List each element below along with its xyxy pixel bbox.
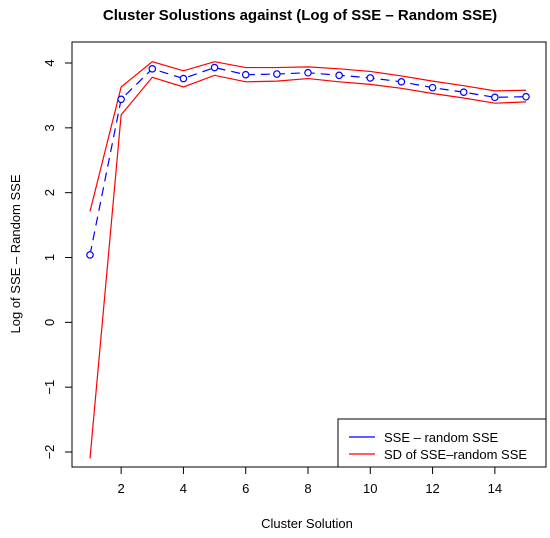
data-point-sse: [210, 63, 219, 72]
x-tick-label: 10: [363, 481, 377, 496]
data-point-sse: [335, 71, 343, 80]
x-axis-label: Cluster Solution: [261, 516, 353, 531]
legend-box: [337, 418, 547, 468]
x-tick-label: 14: [488, 481, 502, 496]
legend-label-sse: SSE – random SSE: [384, 430, 498, 445]
y-tick-label: 3: [42, 124, 57, 131]
plot-frame: [71, 41, 547, 468]
y-tick-label: −2: [42, 445, 57, 460]
x-tick-label: 12: [425, 481, 439, 496]
y-tick-label: −1: [42, 380, 57, 395]
series-sse: [89, 66, 527, 256]
series-group: [86, 61, 530, 459]
x-tick-label: 8: [304, 481, 311, 496]
legend: SSE – random SSE SD of SSE–random SSE: [337, 418, 547, 468]
data-point-sse: [86, 251, 94, 259]
data-point-sse: [522, 92, 530, 101]
data-point-sse: [397, 78, 406, 86]
data-point-sse: [148, 65, 157, 73]
x-axis: 2 4 6 8 10 12 14: [118, 466, 502, 496]
legend-label-sd: SD of SSE–random SSE: [384, 447, 527, 462]
data-point-sse: [273, 70, 281, 78]
chart-title: Cluster Solustions against (Log of SSE –…: [103, 7, 497, 24]
y-axis-label: Log of SSE – Random SSE: [8, 174, 23, 333]
y-tick-label: 0: [42, 319, 57, 326]
y-tick-label: 2: [42, 189, 57, 196]
series-sd-lower: [89, 74, 527, 459]
data-point-sse: [459, 88, 468, 96]
x-tick-label: 4: [180, 481, 187, 496]
data-point-sse: [491, 93, 499, 102]
data-point-sse: [304, 68, 312, 77]
x-tick-label: 6: [242, 481, 249, 496]
y-tick-label: 4: [42, 59, 57, 66]
data-point-sse: [366, 74, 375, 82]
data-point-sse: [117, 95, 125, 104]
data-point-sse: [241, 70, 250, 79]
y-axis: −2 −1 0 1 2 3 4: [42, 59, 73, 460]
data-point-sse: [428, 83, 437, 92]
x-tick-label: 2: [118, 481, 125, 496]
series-sd-upper: [89, 61, 527, 212]
data-point-sse: [179, 74, 188, 83]
y-tick-label: 1: [42, 254, 57, 261]
